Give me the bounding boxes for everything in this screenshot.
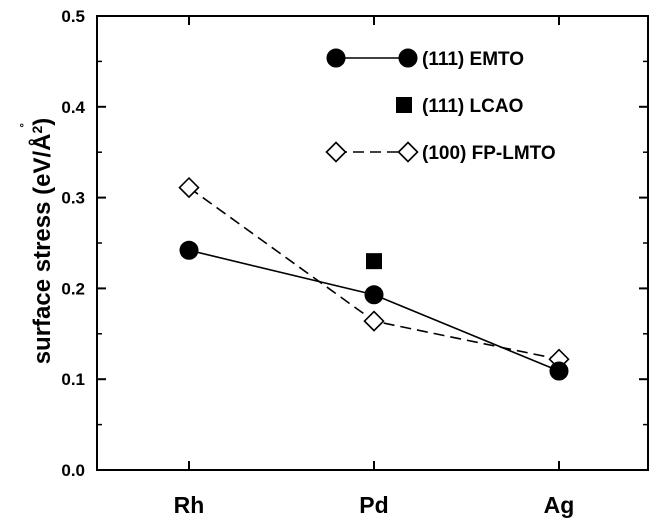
x-tick-label-rh: Rh — [174, 492, 205, 518]
y-tick-label: 0.1 — [61, 370, 85, 389]
y-axis-label-unit: Å — [28, 133, 56, 150]
legend-entry-111-lcao: (111) LCAO — [396, 96, 523, 117]
y-tick-label: 0.2 — [61, 279, 85, 298]
series-111-emto — [179, 240, 569, 381]
legend-label-100-fp-lmto: (100) FP-LMTO — [422, 143, 556, 164]
y-axis-label-main: surface stress (eV/ — [29, 151, 56, 365]
y-tick-label: 0.0 — [61, 461, 85, 480]
legend-label-111-lcao: (111) LCAO — [422, 96, 523, 117]
y-tick-label: 0.4 — [61, 98, 85, 117]
y-axis-label: surface stress (eV/Å2) — [28, 118, 56, 365]
legend-marker-right-100-fp-lmto — [397, 141, 419, 163]
legend-marker-left-111-emto — [326, 48, 346, 68]
data-point-100-fp-lmto-rh — [178, 176, 200, 199]
series-line-100-fp-lmto — [188, 186, 560, 361]
y-axis-label-exponent: 2 — [29, 125, 45, 133]
legend-marker-111-lcao — [396, 97, 412, 113]
plot-frame — [96, 15, 649, 471]
legend: (111) EMTO (111) LCAO (100) FP-LMTO — [325, 48, 556, 164]
series-111-lcao — [366, 253, 382, 270]
data-point-100-fp-lmto-pd — [363, 310, 385, 332]
y-tick-label: 0.5 — [61, 7, 85, 26]
legend-marker-right-111-emto — [398, 48, 418, 68]
series-layer — [178, 176, 570, 381]
legend-marker-left-100-fp-lmto — [325, 141, 347, 163]
legend-label-111-emto: (111) EMTO — [422, 49, 524, 70]
y-axis-label-ring: ˚ — [18, 123, 34, 128]
legend-entry-111-emto: (111) EMTO — [326, 48, 524, 70]
x-tick-label-ag: Ag — [544, 492, 575, 518]
data-point-111-emto-ag — [549, 361, 569, 381]
y-axis-label-close: ) — [29, 118, 56, 126]
y-axis-ticks: 0.0 0.1 0.2 0.3 0.4 0.5 — [61, 7, 648, 480]
y-tick-label: 0.3 — [61, 189, 85, 208]
plot-border — [96, 15, 649, 471]
x-tick-label-pd: Pd — [359, 492, 388, 518]
x-axis-ticks: Rh Pd Ag — [174, 16, 575, 518]
data-point-111-emto-rh — [179, 240, 199, 260]
legend-entry-100-fp-lmto: (100) FP-LMTO — [325, 141, 556, 164]
data-point-111-emto-pd — [364, 285, 384, 305]
data-point-111-lcao-pd — [366, 253, 382, 270]
series-100-fp-lmto — [178, 176, 570, 370]
